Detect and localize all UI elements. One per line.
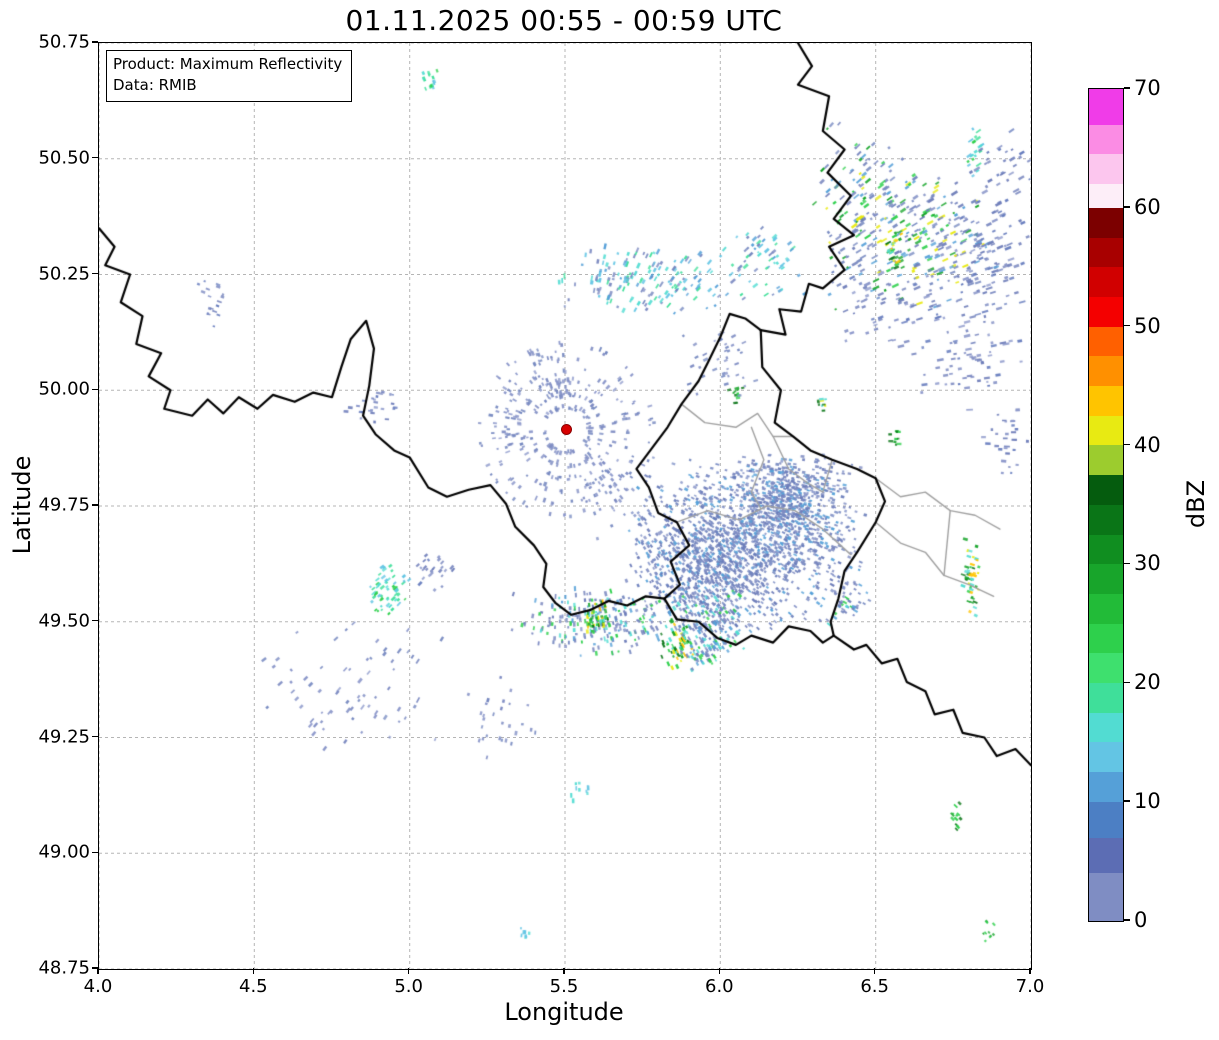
x-tick-label: 4.0	[83, 976, 113, 997]
y-tick-mark	[92, 967, 98, 969]
colorbar-segment	[1089, 154, 1123, 185]
colorbar-segment	[1089, 837, 1123, 874]
x-tick-mark	[563, 968, 565, 974]
colorbar-segment	[1089, 593, 1123, 624]
x-tick-label: 6.0	[705, 976, 734, 997]
x-axis-label: Longitude	[504, 998, 624, 1026]
colorbar-tick-label: 30	[1134, 551, 1161, 576]
colorbar-tick-mark	[1124, 562, 1130, 565]
colorbar-segment	[1089, 124, 1123, 155]
y-tick-label: 50.75	[38, 31, 90, 53]
colorbar-tick-mark	[1124, 87, 1130, 89]
colorbar-segment	[1089, 742, 1123, 773]
colorbar	[1088, 88, 1124, 922]
x-tick-label: 5.0	[394, 976, 423, 997]
figure-title: 01.11.2025 00:55 - 00:59 UTC	[345, 4, 783, 37]
colorbar-tick-mark	[1124, 800, 1130, 802]
y-tick-label: 48.75	[38, 957, 90, 979]
y-tick-mark	[92, 41, 98, 43]
colorbar-segment	[1089, 564, 1123, 594]
y-tick-mark	[92, 504, 98, 506]
x-tick-label: 5.5	[549, 976, 579, 997]
y-tick-label: 50.00	[38, 378, 90, 400]
colorbar-tick-mark	[1124, 325, 1130, 327]
colorbar-unit-label: dBZ	[1182, 479, 1210, 529]
colorbar-segment	[1089, 653, 1123, 684]
y-tick-mark	[92, 851, 98, 853]
colorbar-tick-label: 20	[1134, 670, 1161, 695]
y-tick-mark	[92, 157, 98, 159]
colorbar-segment	[1089, 415, 1123, 446]
colorbar-segment	[1089, 296, 1123, 327]
colorbar-segment	[1089, 504, 1123, 535]
y-tick-label: 49.25	[38, 726, 90, 747]
colorbar-segment	[1089, 623, 1123, 654]
x-tick-mark	[407, 968, 410, 974]
colorbar-segment	[1089, 801, 1123, 838]
colorbar-tick-label: 0	[1134, 908, 1148, 932]
x-tick-label: 7.0	[1015, 976, 1045, 997]
colorbar-tick-label: 10	[1134, 789, 1161, 814]
colorbar-segment	[1089, 267, 1123, 297]
y-tick-mark	[92, 272, 98, 275]
colorbar-segment	[1089, 683, 1123, 713]
colorbar-segment	[1089, 445, 1123, 476]
y-tick-label: 50.25	[38, 263, 90, 284]
annotation-data-line: Data: RMIB	[113, 76, 197, 94]
x-tick-label: 6.5	[860, 976, 889, 997]
x-tick-mark	[1029, 968, 1031, 974]
colorbar-tick-label: 70	[1134, 76, 1161, 100]
radar-echo-map-canvas	[99, 43, 1031, 969]
y-tick-mark	[92, 735, 98, 738]
product-annotation: Product: Maximum Reflectivity Data: RMIB	[106, 50, 353, 102]
colorbar-segment	[1089, 534, 1123, 565]
colorbar-segment	[1089, 326, 1123, 357]
y-tick-label: 50.50	[38, 147, 90, 169]
annotation-product-line: Product: Maximum Reflectivity	[113, 55, 343, 73]
colorbar-tick-mark	[1124, 206, 1130, 208]
y-tick-label: 49.50	[38, 610, 90, 632]
colorbar-tick-mark	[1124, 919, 1130, 921]
y-tick-mark	[92, 620, 98, 622]
colorbar-segment	[1089, 184, 1123, 208]
y-tick-label: 49.00	[38, 841, 90, 863]
colorbar-segment	[1089, 89, 1123, 125]
colorbar-segment	[1089, 712, 1123, 743]
colorbar-segment	[1089, 386, 1123, 416]
colorbar-segment	[1089, 475, 1123, 505]
radar-site-marker	[561, 424, 573, 436]
colorbar-tick-label: 60	[1134, 194, 1161, 219]
colorbar-tick-label: 40	[1134, 432, 1161, 457]
colorbar-segment	[1089, 772, 1123, 802]
colorbar-segment	[1089, 207, 1123, 238]
colorbar-segment	[1089, 237, 1123, 268]
colorbar-segment	[1089, 873, 1123, 921]
y-tick-label: 49.75	[38, 494, 90, 516]
x-tick-mark	[97, 968, 99, 974]
x-tick-label: 4.5	[239, 976, 268, 997]
x-tick-mark	[873, 968, 876, 974]
x-tick-mark	[252, 968, 255, 974]
map-plot: Product: Maximum Reflectivity Data: RMIB	[98, 42, 1032, 970]
colorbar-tick-mark	[1124, 681, 1130, 683]
y-tick-mark	[92, 388, 98, 390]
colorbar-segment	[1089, 356, 1123, 387]
colorbar-tick-label: 50	[1134, 313, 1161, 338]
colorbar-tick-mark	[1124, 443, 1130, 446]
x-tick-mark	[718, 968, 721, 974]
